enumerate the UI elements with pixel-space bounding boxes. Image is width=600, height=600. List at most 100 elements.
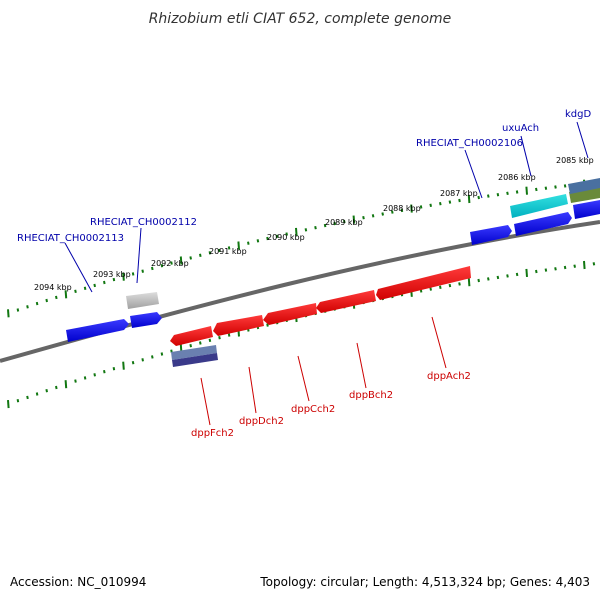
kbp-label: 2087 kbp — [440, 189, 478, 198]
gene-arrow[interactable] — [170, 326, 213, 346]
gene-arrow[interactable] — [172, 353, 218, 367]
major-tick — [295, 227, 298, 236]
minor-tick — [218, 248, 221, 253]
major-tick — [525, 186, 528, 195]
minor-tick — [554, 185, 557, 189]
minor-tick — [448, 200, 452, 204]
minor-tick — [266, 323, 269, 327]
gene-arrow[interactable] — [171, 345, 217, 360]
minor-tick — [487, 194, 490, 198]
minor-tick — [227, 246, 231, 250]
gene-arrow[interactable] — [568, 178, 600, 194]
gene-label[interactable]: RHECIAT_CH0002113 — [17, 233, 124, 244]
minor-tick — [131, 361, 135, 365]
minor-tick — [35, 301, 39, 306]
gene-label[interactable]: dppAch2 — [427, 371, 471, 382]
minor-tick — [554, 267, 557, 271]
minor-tick — [45, 298, 48, 303]
gene-arrow[interactable] — [66, 319, 129, 342]
minor-tick — [16, 399, 20, 403]
major-tick — [7, 309, 10, 318]
forward-label-lines — [64, 121, 589, 293]
gene-label[interactable]: dppBch2 — [349, 390, 393, 401]
minor-tick — [93, 373, 96, 377]
minor-tick — [535, 269, 538, 274]
minor-tick — [563, 184, 567, 188]
minor-tick — [131, 272, 135, 276]
major-tick — [525, 268, 528, 277]
minor-tick — [371, 214, 375, 218]
minor-tick — [496, 193, 500, 197]
minor-tick — [458, 282, 461, 286]
gene-label[interactable]: kdgD — [565, 109, 591, 120]
minor-tick — [362, 216, 365, 220]
gene-label[interactable]: uxuAch — [502, 123, 539, 134]
minor-tick — [419, 205, 423, 209]
minor-tick — [429, 203, 432, 207]
gene-arrow[interactable] — [130, 312, 162, 328]
forward-gene-arrows — [66, 178, 600, 342]
gene-arrow[interactable] — [263, 303, 317, 325]
gene-arrow[interactable] — [376, 266, 471, 300]
gene-label[interactable]: dppDch2 — [239, 416, 284, 427]
minor-tick — [573, 264, 576, 268]
gene-label[interactable]: dppCch2 — [291, 404, 335, 415]
minor-tick — [35, 392, 39, 396]
accession-text: Accession: NC_010994 — [10, 575, 146, 589]
gene-arrow[interactable] — [470, 225, 512, 245]
kbp-label: 2086 kbp — [498, 173, 536, 182]
kbp-label: 2089 kbp — [325, 218, 363, 227]
page-title: Rhizobium etli CIAT 652, complete genome — [149, 11, 452, 27]
minor-tick — [227, 333, 231, 337]
minor-tick — [448, 283, 452, 288]
gene-arrow[interactable] — [510, 194, 568, 218]
gene-label[interactable]: dppFch2 — [191, 428, 234, 439]
gene-arrow[interactable] — [213, 315, 264, 336]
minor-tick — [247, 241, 250, 245]
major-tick — [179, 256, 183, 265]
major-tick — [64, 380, 68, 389]
forward-gene-labels: kdgD uxuAch RHECIAT_CH0002106 RHECIAT_CH… — [17, 109, 591, 244]
reverse-gene-arrows — [170, 266, 471, 367]
minor-tick — [55, 385, 58, 390]
minor-tick — [381, 212, 384, 216]
minor-tick — [112, 367, 116, 371]
reverse-gene-labels: dppAch2 dppBch2 dppCch2 dppDch2 dppFch2 — [191, 371, 471, 439]
major-tick — [583, 260, 586, 270]
minor-tick — [199, 341, 202, 345]
minor-tick — [26, 305, 29, 309]
outer-tick-ring — [7, 179, 596, 318]
gene-label[interactable]: RHECIAT_CH0002112 — [90, 217, 197, 228]
reverse-label-lines — [200, 316, 447, 426]
minor-tick — [314, 226, 317, 230]
minor-tick — [199, 253, 202, 257]
minor-tick — [170, 261, 173, 265]
minor-tick — [189, 344, 192, 348]
minor-tick — [83, 376, 87, 380]
minor-tick — [506, 191, 509, 195]
gene-arrow[interactable] — [569, 186, 600, 203]
minor-tick — [189, 256, 192, 260]
minor-tick — [160, 264, 164, 268]
major-tick — [237, 241, 240, 250]
gene-arrow[interactable] — [573, 200, 600, 219]
major-tick — [7, 400, 10, 409]
minor-tick — [515, 190, 519, 194]
gene-arrow[interactable] — [514, 212, 572, 236]
minor-tick — [208, 251, 212, 255]
minor-tick — [496, 275, 500, 280]
major-tick — [122, 361, 125, 370]
minor-tick — [74, 379, 77, 383]
minor-tick — [160, 352, 164, 356]
minor-tick — [45, 389, 48, 393]
minor-tick — [563, 265, 567, 270]
kbp-label: 2085 kbp — [556, 156, 594, 165]
kbp-label: 2093 kbp — [93, 270, 131, 279]
kbp-label: 2092 kbp — [151, 259, 189, 268]
gene-arrow[interactable] — [126, 292, 159, 309]
minor-tick — [515, 272, 519, 277]
gene-arrow[interactable] — [316, 290, 376, 313]
gene-label[interactable]: RHECIAT_CH0002106 — [416, 138, 523, 149]
